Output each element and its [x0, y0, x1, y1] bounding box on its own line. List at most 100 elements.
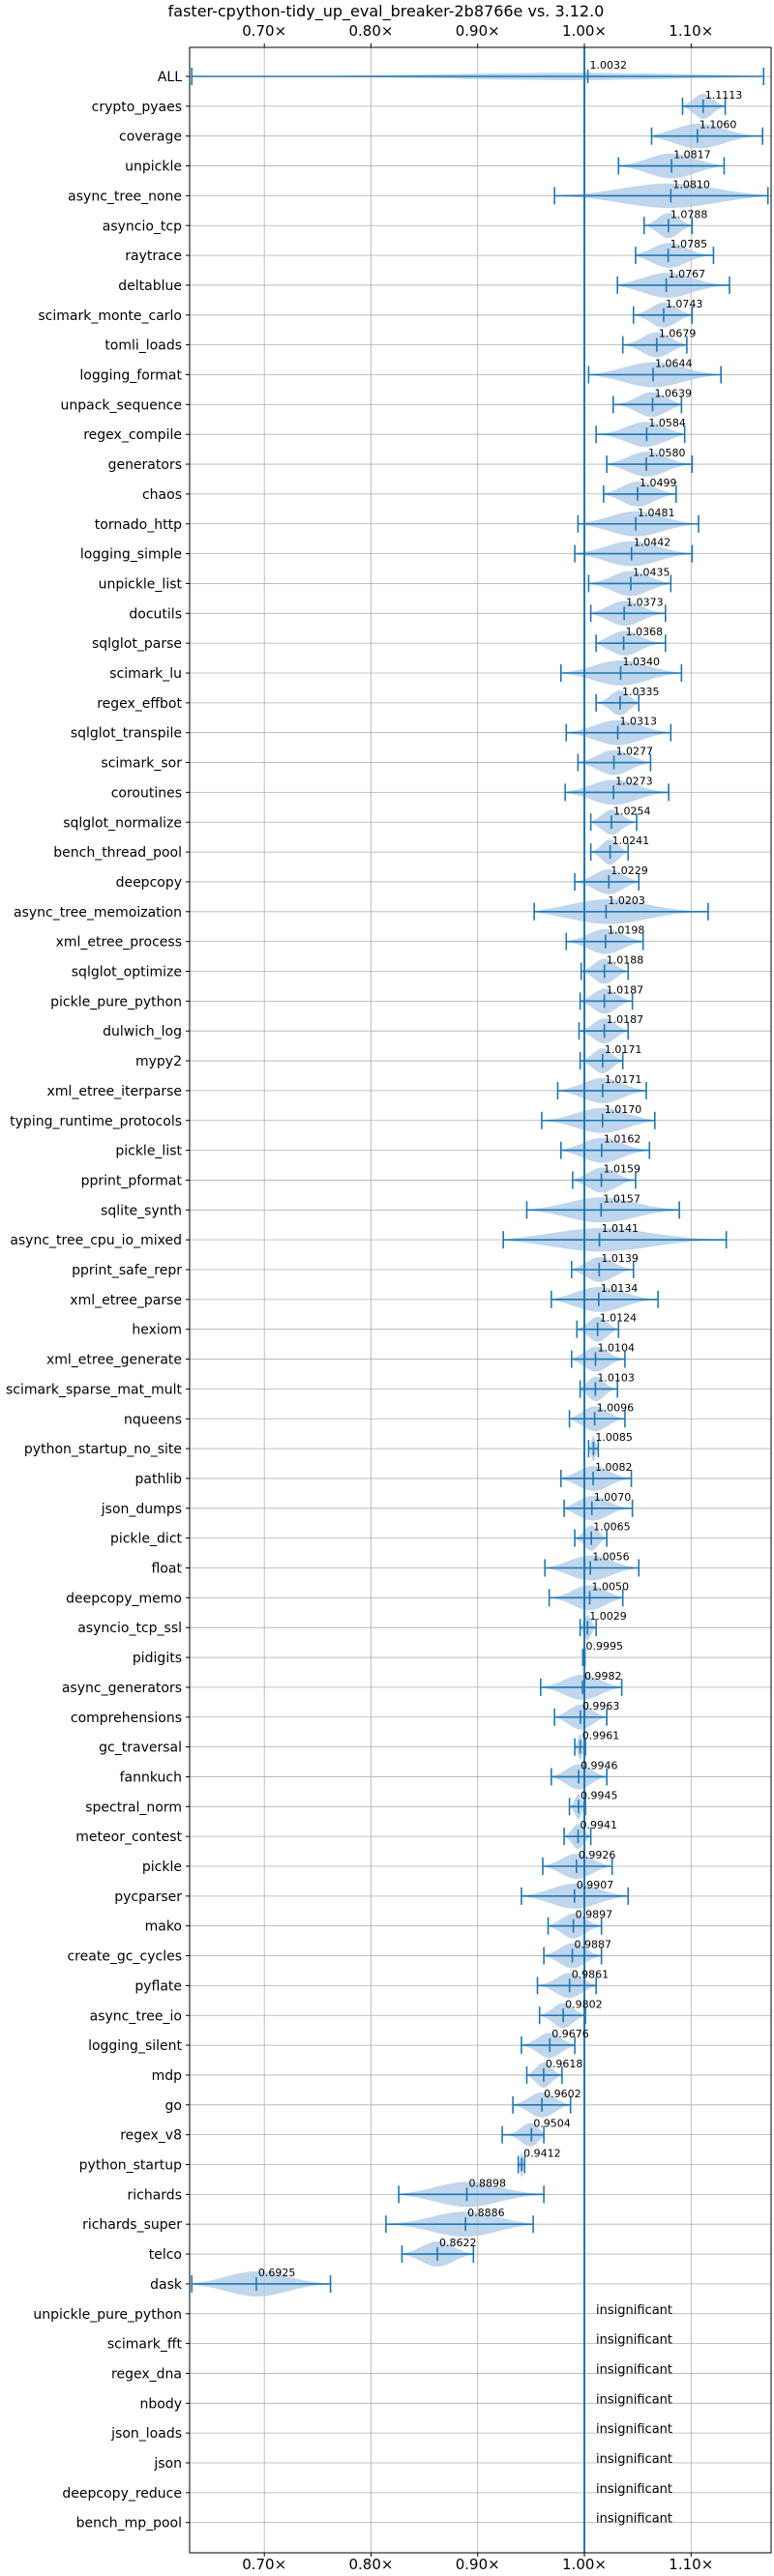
value-label: 1.0254 [613, 805, 651, 817]
value-label: 0.9961 [582, 1730, 620, 1742]
y-tick-label: asyncio_tcp_ssl [77, 1621, 182, 1636]
y-tick-label: json_dumps [101, 1502, 182, 1517]
insignificant-label: insignificant [596, 2482, 672, 2497]
y-tick-label: async_tree_none [68, 189, 182, 204]
value-label: 0.9618 [546, 2058, 583, 2070]
y-tick-label: unpickle [125, 160, 182, 175]
x-tick-label-bottom: 1.00× [562, 2556, 607, 2572]
y-tick-label: regex_effbot [97, 696, 182, 712]
value-label: 1.0442 [634, 537, 671, 549]
x-tick-label-top: 0.90× [456, 22, 500, 40]
value-label: 1.0198 [608, 924, 645, 937]
value-label: 1.0767 [669, 268, 706, 280]
y-tick-label: gc_traversal [99, 1741, 182, 1756]
y-tick-label: json [153, 2456, 182, 2472]
y-tick-label: docutils [129, 606, 182, 622]
y-tick-label: deltablue [118, 278, 182, 294]
y-tick-label: go [165, 2098, 182, 2114]
y-tick-label: typing_runtime_protocols [10, 1114, 182, 1129]
value-label: 1.0277 [616, 746, 654, 758]
insignificant-label: insignificant [596, 2452, 672, 2467]
y-tick-label: bench_mp_pool [76, 2516, 182, 2532]
value-label: 1.0273 [615, 775, 653, 787]
y-tick-label: tomli_loads [104, 338, 182, 354]
value-label: 1.0029 [589, 1610, 627, 1623]
y-tick-label: pickle_dict [110, 1532, 183, 1547]
value-label: 1.0096 [597, 1401, 635, 1414]
value-label: 1.0785 [670, 238, 708, 250]
value-label: 1.0580 [648, 447, 686, 459]
insignificant-label: insignificant [596, 2512, 672, 2527]
value-label: 0.9926 [579, 1849, 616, 1861]
value-label: 0.9995 [585, 1640, 623, 1653]
y-tick-label: python_startup [79, 2158, 182, 2174]
value-label: 1.0032 [590, 59, 628, 72]
x-tick-label-bottom: 1.10× [669, 2556, 713, 2572]
value-label: 1.0229 [610, 864, 648, 877]
x-tick-label-bottom: 0.70× [242, 2556, 286, 2572]
value-label: 1.0743 [666, 298, 703, 310]
value-label: 1.0139 [601, 1252, 639, 1265]
y-tick-label: asyncio_tcp [103, 219, 182, 234]
y-tick-label: hexiom [132, 1323, 182, 1338]
value-label: 1.0157 [603, 1192, 640, 1205]
y-tick-label: async_tree_cpu_io_mixed [10, 1233, 182, 1248]
insignificant-label: insignificant [596, 2362, 672, 2377]
value-label: 1.0241 [612, 834, 650, 847]
y-tick-label: nbody [140, 2396, 183, 2412]
y-tick-label: dask [150, 2277, 183, 2293]
y-tick-label: async_tree_io [90, 2008, 182, 2024]
x-tick-label-bottom: 0.80× [348, 2556, 393, 2572]
y-tick-label: meteor_contest [75, 1830, 182, 1845]
value-label: 0.9602 [544, 2088, 581, 2100]
value-label: 0.9504 [533, 2118, 571, 2130]
value-label: 0.9887 [575, 1939, 612, 1951]
y-tick-label: comprehensions [71, 1711, 182, 1726]
y-tick-label: dulwich_log [103, 1024, 182, 1039]
value-label: 1.0187 [607, 1013, 644, 1026]
y-tick-label: unpickle_pure_python [33, 2307, 182, 2323]
value-label: 1.0188 [607, 954, 644, 967]
y-tick-label: regex_compile [83, 427, 182, 443]
value-label: 1.0082 [595, 1461, 633, 1474]
y-tick-label: bench_thread_pool [53, 845, 182, 861]
value-label: 1.0141 [602, 1222, 640, 1235]
value-label: 0.9676 [551, 2028, 589, 2040]
x-tick-label-top: 0.70× [242, 22, 286, 40]
y-tick-label: scimark_sparse_mat_mult [6, 1382, 182, 1397]
y-tick-label: pycparser [114, 1889, 182, 1905]
value-label: 1.0373 [626, 596, 664, 608]
value-label: 1.0159 [604, 1162, 641, 1175]
y-tick-label: telco [149, 2247, 182, 2263]
value-label: 1.0070 [594, 1491, 632, 1504]
y-tick-label: pidigits [133, 1651, 182, 1666]
value-label: 0.9897 [576, 1909, 613, 1921]
y-tick-label: spectral_norm [85, 1800, 182, 1815]
value-label: 1.0335 [622, 686, 660, 698]
value-label: 1.0435 [633, 566, 670, 578]
y-tick-label: pickle [142, 1859, 182, 1875]
value-label: 1.0104 [597, 1342, 635, 1355]
value-label: 1.1113 [705, 89, 743, 102]
value-label: 0.9963 [582, 1700, 620, 1712]
value-label: 1.0162 [604, 1133, 641, 1146]
value-label: 1.0056 [592, 1551, 630, 1564]
insignificant-label: insignificant [596, 2333, 672, 2348]
y-tick-label: pickle_list [115, 1144, 182, 1159]
y-tick-label: sqlglot_parse [92, 636, 182, 652]
value-label: 0.9861 [572, 1968, 610, 1980]
y-tick-label: sqlite_synth [101, 1203, 182, 1218]
value-label: 0.8886 [467, 2207, 505, 2219]
value-label: 1.0170 [605, 1103, 642, 1116]
value-label: 0.9946 [580, 1759, 618, 1771]
value-label: 1.0313 [620, 716, 658, 728]
y-tick-label: tornado_http [95, 517, 182, 533]
axis-ticks: 0.70× 0.70× 0.80× 0.80× 0.90× 0.90× 1.00× 1.00×… [6, 22, 713, 2573]
y-tick-label: xml_etree_generate [46, 1353, 182, 1368]
value-label: 1.0203 [608, 894, 645, 907]
value-label: 1.0124 [600, 1312, 638, 1325]
y-tick-label: coroutines [111, 785, 182, 801]
value-label: 1.0810 [672, 178, 710, 190]
y-tick-label: python_startup_no_site [24, 1442, 182, 1457]
